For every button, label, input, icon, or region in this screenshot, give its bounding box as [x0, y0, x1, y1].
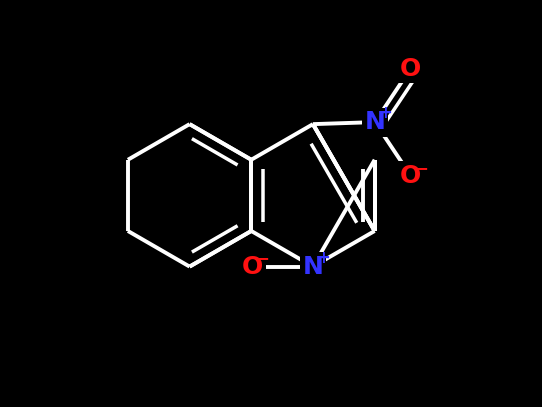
Text: N: N: [364, 110, 385, 134]
Text: −: −: [414, 159, 428, 177]
Text: O: O: [400, 57, 421, 81]
Text: +: +: [378, 104, 392, 122]
Text: +: +: [316, 249, 330, 267]
Text: N: N: [302, 255, 324, 278]
Text: O: O: [400, 164, 421, 188]
Text: −: −: [256, 249, 269, 267]
Text: O: O: [242, 255, 263, 278]
